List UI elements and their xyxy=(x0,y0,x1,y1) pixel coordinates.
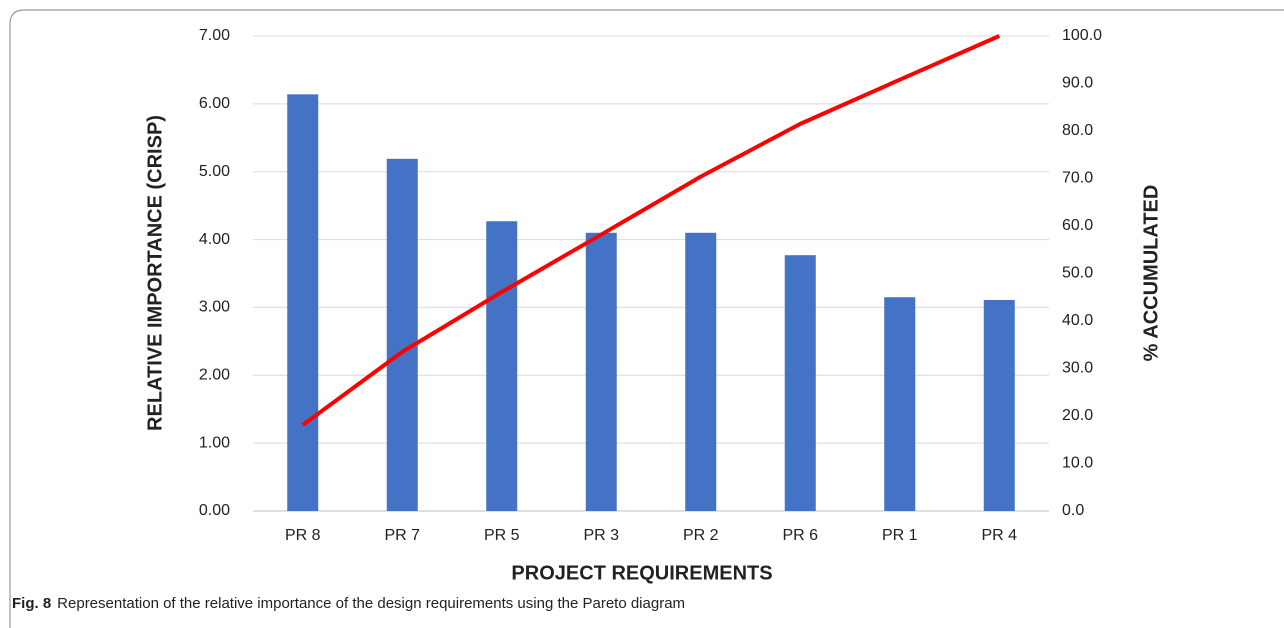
y2-tick-label: 0.0 xyxy=(1062,502,1084,519)
bar xyxy=(685,232,717,512)
x-axis-title: PROJECT REQUIREMENTS xyxy=(511,562,772,584)
y2-tick-label: 100.0 xyxy=(1062,27,1102,44)
bar xyxy=(884,297,916,511)
y2-tick-label: 20.0 xyxy=(1062,407,1093,424)
y-tick-label: 6.00 xyxy=(199,95,230,112)
line xyxy=(301,34,1001,427)
y-tick-label: 5.00 xyxy=(199,163,230,180)
y2-tick-label: 30.0 xyxy=(1062,360,1093,377)
y2-tick-label: 40.0 xyxy=(1062,312,1093,329)
x-tick-label: PR 3 xyxy=(583,527,619,544)
bar xyxy=(486,221,518,511)
y2-tick-label: 90.0 xyxy=(1062,75,1093,92)
y2-tick-label: 80.0 xyxy=(1062,122,1093,139)
y2-tick-label: 70.0 xyxy=(1062,170,1093,187)
bar xyxy=(784,255,816,511)
y-tick-label: 4.00 xyxy=(199,231,230,248)
bar xyxy=(386,158,418,512)
y2-axis-title: % ACCUMULATED xyxy=(1140,185,1162,362)
caption: Fig. 8 Representation of the relative imp… xyxy=(12,595,685,612)
bar xyxy=(585,232,617,512)
y-tick-label: 2.00 xyxy=(199,367,230,384)
y2-tick-label: 60.0 xyxy=(1062,217,1093,234)
x-tick-label: PR 5 xyxy=(484,527,520,544)
y-axis-title: RELATIVE IMPORTANCE (CRISP) xyxy=(144,115,166,431)
bar xyxy=(983,299,1015,511)
frame xyxy=(9,9,1284,628)
y2-tick-label: 50.0 xyxy=(1062,265,1093,282)
x-tick-label: PR 4 xyxy=(981,527,1017,544)
x-tick-label: PR 1 xyxy=(882,527,918,544)
bar xyxy=(287,94,319,511)
x-tick-label: PR 7 xyxy=(384,527,420,544)
x-tick-label: PR 6 xyxy=(782,527,818,544)
y-tick-label: 1.00 xyxy=(199,434,230,451)
x-tick-label: PR 8 xyxy=(285,527,321,544)
x-tick-label: PR 2 xyxy=(683,527,719,544)
y-tick-label: 7.00 xyxy=(199,27,230,44)
y2-tick-label: 10.0 xyxy=(1062,455,1093,472)
y-tick-label: 3.00 xyxy=(199,299,230,316)
caption-label: Fig. 8 xyxy=(12,595,51,612)
y-tick-label: 0.00 xyxy=(199,502,230,519)
caption-text: Representation of the relative importanc… xyxy=(57,595,685,612)
